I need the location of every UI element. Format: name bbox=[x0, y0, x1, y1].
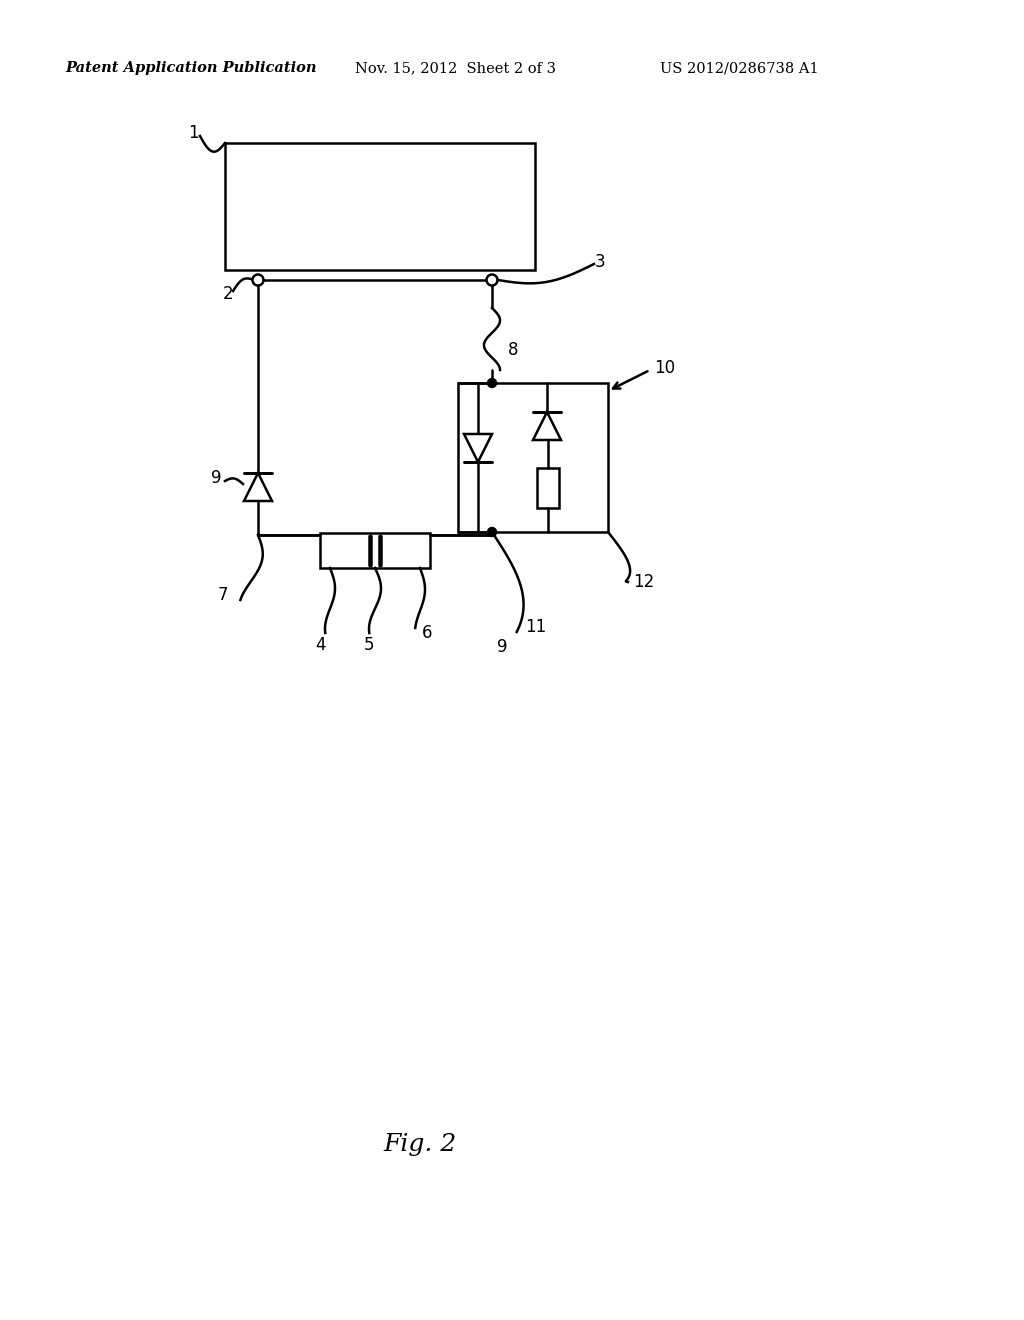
Text: 7: 7 bbox=[217, 586, 227, 605]
Text: 5: 5 bbox=[365, 636, 375, 653]
Circle shape bbox=[487, 528, 497, 536]
Text: 4: 4 bbox=[315, 636, 326, 653]
Polygon shape bbox=[534, 412, 561, 440]
Text: US 2012/0286738 A1: US 2012/0286738 A1 bbox=[660, 61, 818, 75]
Text: 9: 9 bbox=[211, 469, 221, 487]
Bar bbox=[319, 533, 430, 568]
Text: 2: 2 bbox=[222, 285, 233, 304]
Circle shape bbox=[486, 275, 498, 285]
Text: 6: 6 bbox=[422, 624, 432, 642]
Polygon shape bbox=[464, 434, 492, 462]
Text: Fig. 2: Fig. 2 bbox=[383, 1134, 457, 1156]
Circle shape bbox=[487, 379, 497, 388]
Bar bbox=[225, 143, 535, 271]
Text: 12: 12 bbox=[633, 573, 654, 591]
Text: 9: 9 bbox=[497, 638, 507, 656]
Bar bbox=[537, 469, 559, 508]
Text: 3: 3 bbox=[595, 253, 605, 271]
Circle shape bbox=[253, 275, 263, 285]
Text: Patent Application Publication: Patent Application Publication bbox=[65, 61, 316, 75]
Polygon shape bbox=[244, 473, 272, 502]
Text: 11: 11 bbox=[524, 618, 546, 636]
Text: 1: 1 bbox=[187, 124, 199, 143]
Bar bbox=[458, 383, 608, 532]
Text: 10: 10 bbox=[654, 359, 675, 378]
Text: 8: 8 bbox=[508, 341, 518, 359]
Text: Nov. 15, 2012  Sheet 2 of 3: Nov. 15, 2012 Sheet 2 of 3 bbox=[355, 61, 556, 75]
